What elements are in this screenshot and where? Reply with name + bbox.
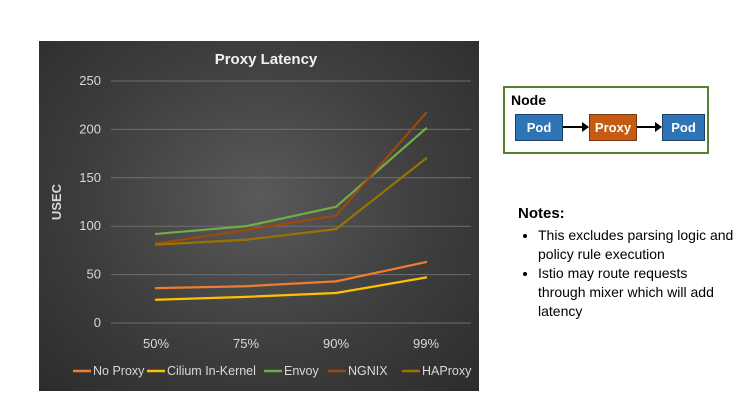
y-tick-label: 250	[79, 73, 101, 88]
proxy-box: Proxy	[589, 114, 637, 141]
data-point	[424, 260, 428, 264]
data-point	[424, 276, 428, 279]
note-item: This excludes parsing logic and policy r…	[538, 226, 738, 264]
data-point	[334, 227, 338, 231]
latency-chart: Proxy Latency 0 50 100 150 200 250 USEC 50% 75% 90…	[49, 51, 472, 378]
series-line-haproxy	[155, 157, 427, 246]
data-point	[334, 291, 338, 295]
data-point	[424, 111, 428, 115]
y-tick-label: 50	[87, 267, 101, 282]
data-point	[334, 280, 338, 283]
data-point	[334, 205, 338, 209]
data-point	[244, 225, 248, 228]
legend-entry: HAProxy	[422, 364, 472, 378]
data-point	[244, 295, 248, 299]
legend-entry: Envoy	[284, 364, 319, 378]
data-point	[154, 298, 158, 301]
data-point	[424, 127, 428, 130]
y-axis-label: USEC	[49, 183, 64, 220]
node-title: Node	[511, 92, 546, 108]
data-point	[154, 286, 158, 290]
data-point	[424, 157, 428, 160]
y-tick-label: 0	[94, 315, 101, 330]
x-tick-label: 75%	[233, 336, 259, 351]
series-line-cilium-in-kernel	[155, 276, 427, 301]
legend-entry: No Proxy	[93, 364, 145, 378]
y-tick-label: 100	[79, 218, 101, 233]
data-point	[154, 243, 158, 246]
y-tick-label: 200	[79, 121, 101, 136]
series-line-ngnix	[155, 112, 427, 245]
pod-right-box: Pod	[662, 114, 705, 141]
data-point	[244, 238, 248, 241]
x-tick-label: 50%	[143, 336, 169, 351]
notes-section: Notes: This excludes parsing logic and p…	[518, 205, 738, 321]
notes-title: Notes:	[518, 205, 565, 222]
legend-entry: Cilium In-Kernel	[167, 364, 256, 378]
y-tick-label: 150	[79, 170, 101, 185]
data-point	[244, 228, 248, 232]
legend-entry: NGNIX	[348, 364, 388, 378]
series-line-envoy	[155, 127, 427, 236]
pod-left-box: Pod	[515, 114, 563, 141]
data-point	[334, 214, 338, 217]
chart-panel: Proxy Latency 0 50 100 150 200 250 USEC 50% 75% 90…	[39, 41, 479, 391]
node-diagram: Node Pod Proxy Pod	[503, 86, 709, 154]
series-line-no-proxy	[155, 260, 427, 290]
arrow-right-icon	[563, 122, 589, 132]
data-point	[244, 285, 248, 288]
x-tick-label: 90%	[323, 336, 349, 351]
x-tick-label: 99%	[413, 336, 439, 351]
notes-list: This excludes parsing logic and policy r…	[518, 226, 738, 321]
arrow-right-icon	[637, 122, 662, 132]
chart-title: Proxy Latency	[215, 51, 318, 68]
data-point	[154, 232, 158, 236]
note-item: Istio may route requests through mixer w…	[538, 264, 738, 321]
